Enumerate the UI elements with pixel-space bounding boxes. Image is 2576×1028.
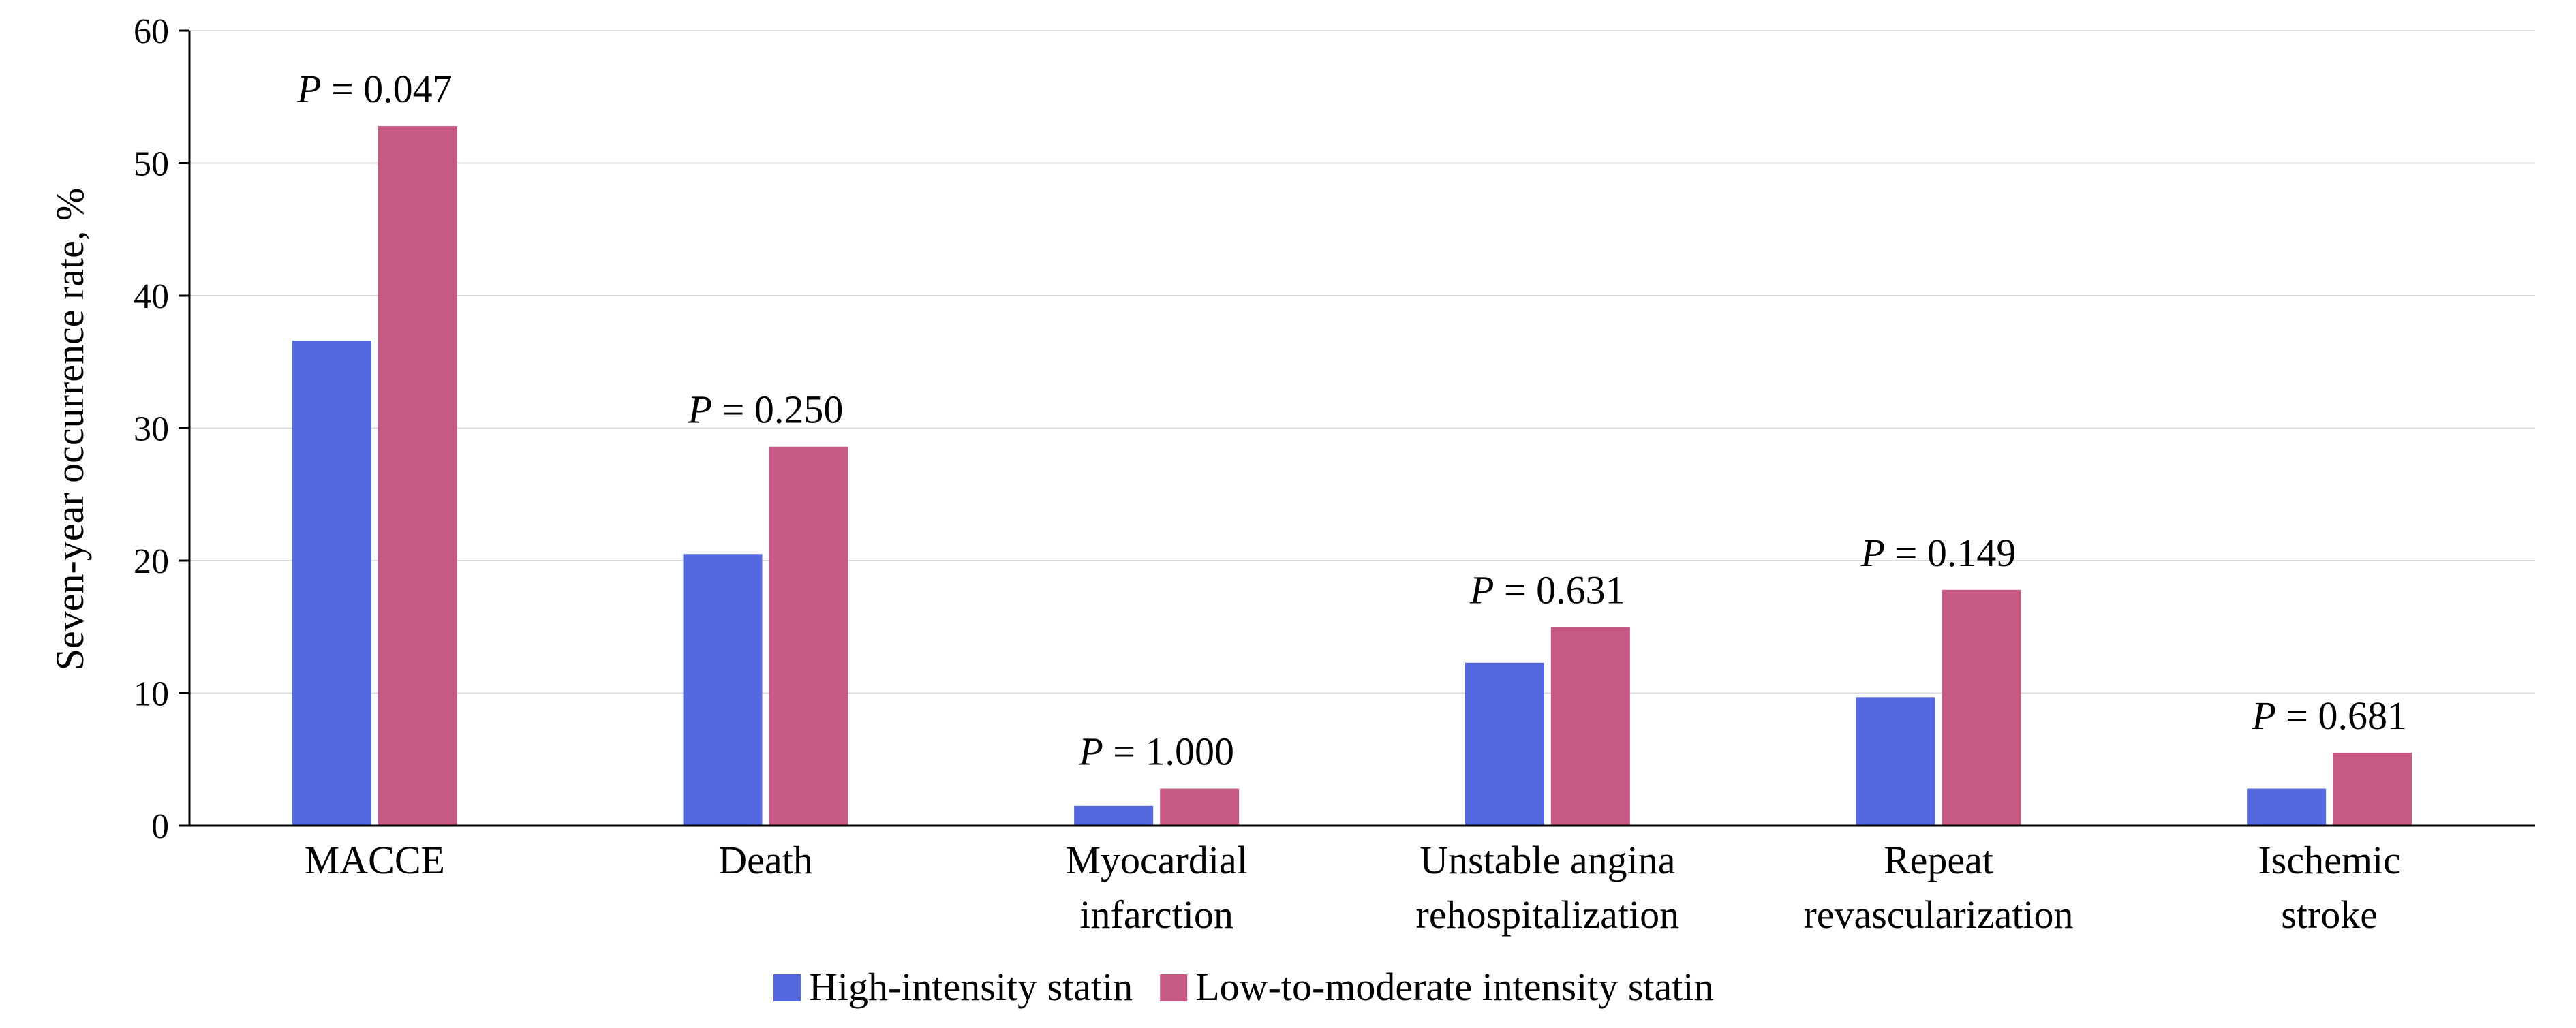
gridlines	[189, 30, 2535, 694]
p-value: = 0.047	[321, 67, 452, 111]
p-value-label: P = 0.047	[296, 67, 453, 111]
legend: High-intensity statin Low-to-moderate int…	[773, 965, 1714, 1009]
bar-low-to-moderate	[1942, 589, 2021, 826]
p-symbol: P	[296, 67, 321, 111]
bars	[292, 126, 2412, 826]
p-value-label: P = 0.149	[1860, 531, 2017, 575]
legend-label: High-intensity statin	[809, 965, 1133, 1009]
category-label: MACCE	[305, 838, 445, 882]
category-label: Myocardial	[1065, 838, 1247, 882]
category-label: revascularization	[1803, 892, 2073, 937]
bar-low-to-moderate	[2333, 753, 2412, 826]
category-label: Unstable angina	[1420, 838, 1675, 882]
p-value-label: P = 0.681	[2251, 694, 2407, 738]
category-label: stroke	[2281, 892, 2378, 937]
y-tick-label: 10	[134, 675, 169, 714]
bar-high-intensity	[292, 341, 371, 826]
p-value: = 1.000	[1103, 730, 1234, 774]
category-label: infarction	[1079, 892, 1233, 937]
legend-label: Low-to-moderate intensity statin	[1195, 965, 1713, 1009]
p-value: = 0.681	[2276, 694, 2407, 738]
bar-low-to-moderate	[1550, 627, 1630, 826]
y-axis-label: Seven-year occurrence rate, %	[48, 188, 92, 670]
p-value-label: P = 0.250	[688, 388, 844, 432]
y-tick-label: 40	[134, 277, 169, 316]
category-label: rehospitalization	[1416, 892, 1680, 937]
p-value-label: P = 1.000	[1078, 730, 1234, 774]
y-tick-label: 20	[134, 542, 169, 581]
bar-high-intensity	[1465, 662, 1544, 826]
p-symbol: P	[1078, 730, 1103, 774]
p-symbol: P	[688, 388, 712, 432]
legend-swatch	[1160, 974, 1188, 1001]
bar-high-intensity	[2247, 788, 2327, 826]
legend-swatch	[773, 974, 801, 1001]
axes	[179, 29, 2535, 827]
p-value: = 0.149	[1885, 531, 2016, 575]
bar-high-intensity	[683, 554, 763, 826]
bar-high-intensity	[1074, 805, 1154, 826]
y-tick-labels: 0 10 20 30 40 50 60	[134, 12, 169, 846]
bar-low-to-moderate	[1160, 788, 1240, 826]
y-tick-label: 30	[134, 410, 169, 449]
category-label: Ischemic	[2258, 838, 2400, 882]
bar-low-to-moderate	[378, 126, 457, 826]
p-value-label: P = 0.631	[1469, 567, 1625, 612]
category-labels: MACCE Death Myocardial infarction Unstable a…	[305, 838, 2401, 937]
p-symbol: P	[2251, 694, 2275, 738]
p-symbol: P	[1469, 567, 1494, 612]
bar-high-intensity	[1856, 697, 1935, 826]
p-symbol: P	[1860, 531, 1885, 575]
category-label: Death	[718, 838, 813, 882]
y-tick-label: 0	[151, 807, 169, 846]
y-tick-label: 50	[134, 145, 169, 184]
p-value: = 0.631	[1494, 567, 1625, 612]
category-label: Repeat	[1884, 838, 1993, 882]
p-value: = 0.250	[712, 388, 843, 432]
bar-low-to-moderate	[769, 446, 848, 826]
y-tick-label: 60	[134, 12, 169, 51]
